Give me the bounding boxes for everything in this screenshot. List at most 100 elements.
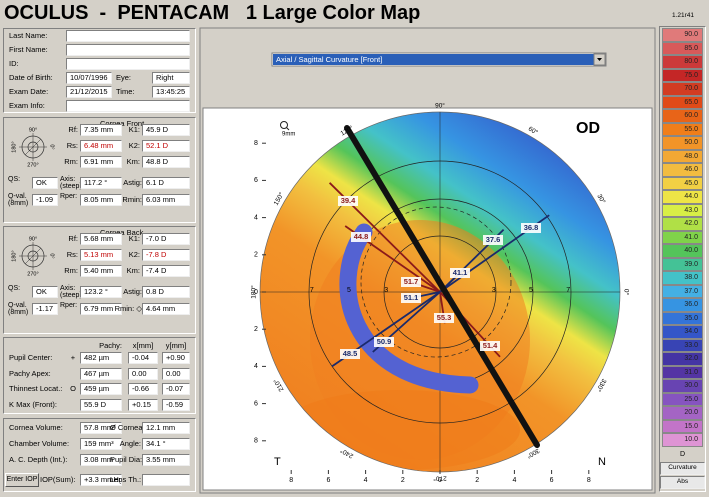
ring-label: 3 xyxy=(492,287,496,294)
orientation-label: 180° xyxy=(11,250,17,261)
angle-label: 180° xyxy=(250,285,258,299)
field-label: Rper: xyxy=(60,302,78,309)
value-label: 51.7 xyxy=(404,277,419,286)
field-value: OK xyxy=(32,177,58,189)
field-label: Date of Birth: xyxy=(9,73,53,82)
orientation-label: 270° xyxy=(27,162,38,168)
scale-unit: D xyxy=(679,451,686,458)
value-box xyxy=(521,223,541,233)
field-label: Thinnest Locat.: xyxy=(9,384,63,393)
field-value: -7.0 D xyxy=(142,233,190,245)
scale-step: 55.0 xyxy=(662,122,703,136)
value-label: 50.9 xyxy=(377,337,392,346)
field-value: 57.8 mm³ xyxy=(80,422,122,434)
field-label: Pachy Apex: xyxy=(9,368,51,378)
zoom-icon[interactable] xyxy=(280,121,288,129)
value-label: 48.5 xyxy=(343,349,358,358)
y-tick-label: 4 xyxy=(254,214,258,221)
field-value: 55.9 D xyxy=(80,398,122,411)
eye-label: OD xyxy=(576,120,600,137)
scale-step: 65.0 xyxy=(662,95,703,109)
field-label: QS: xyxy=(8,285,21,292)
pupil-circle xyxy=(360,206,512,358)
field-value: 0.00 xyxy=(128,367,158,380)
value-box xyxy=(450,268,470,278)
scale-step: 46.0 xyxy=(662,163,703,177)
scale-step: 37.0 xyxy=(662,284,703,298)
field-value: -0.04 xyxy=(128,352,158,364)
field-label: + xyxy=(70,353,76,362)
field-value: -0.66 xyxy=(128,383,158,395)
field-value: 6.91 mm xyxy=(80,156,122,168)
field-value[interactable] xyxy=(66,30,190,42)
x-tick-label: 4 xyxy=(512,477,516,484)
x-tick-label: 8 xyxy=(289,477,293,484)
scale-step: 40.0 xyxy=(662,244,703,258)
field-label: Rf: xyxy=(68,125,78,134)
field-label: Q-val. (8mm) xyxy=(8,302,29,316)
field-value: -0.07 xyxy=(162,383,190,395)
y-tick-label: 2 xyxy=(254,252,258,259)
dropdown-arrow xyxy=(597,58,602,61)
field-label: K1: xyxy=(128,125,140,134)
front-panel xyxy=(3,117,196,223)
field-value: -1.09 xyxy=(32,194,58,206)
scale-step: 25.0 xyxy=(662,392,703,406)
x-tick-label: 6 xyxy=(550,477,554,484)
scale-step: 35.0 xyxy=(662,311,703,325)
nasal-label: N xyxy=(598,456,606,468)
scale-kind[interactable]: Curvature xyxy=(660,462,705,475)
x-tick-label: 2 xyxy=(475,477,479,484)
field-value[interactable]: 10/07/1996 xyxy=(66,72,112,84)
scale-mode[interactable]: Abs xyxy=(660,476,705,489)
field-label: Astig: xyxy=(123,178,142,187)
scale-step: 85.0 xyxy=(662,41,703,55)
field-value[interactable]: 13:45:25 xyxy=(152,86,190,98)
field-label: QS: xyxy=(8,176,21,183)
scale-step: 48.0 xyxy=(662,149,703,163)
orientation-icon xyxy=(24,247,42,265)
button[interactable]: Enter IOP xyxy=(5,473,39,487)
scale-step: 45.0 xyxy=(662,176,703,190)
scale-step: 36.0 xyxy=(662,298,703,312)
field-value: -7.4 D xyxy=(142,265,190,277)
field-label: Rper: xyxy=(60,193,78,200)
y-tick-label: 8 xyxy=(254,438,258,445)
field-value[interactable] xyxy=(66,58,190,70)
field-label: Last Name: xyxy=(9,31,48,40)
ring-label: 7 xyxy=(566,287,570,294)
orientation-label: 270° xyxy=(27,271,38,277)
scale-step: 33.0 xyxy=(662,338,703,352)
field-label: x[mm] xyxy=(132,341,154,350)
field-label: Axis: (steep) xyxy=(60,176,82,190)
scale-step: 75.0 xyxy=(662,68,703,82)
field-value: 467 µm xyxy=(80,367,122,380)
value-label: 51.4 xyxy=(483,341,498,350)
ring-label: 5 xyxy=(529,287,533,294)
field-value[interactable]: 21/12/2015 xyxy=(66,86,112,98)
angle-label: 270° xyxy=(433,474,447,482)
field-label: Ø Cornea: xyxy=(110,423,145,432)
field-label: Pupil Dia: xyxy=(110,455,143,464)
value-box xyxy=(340,349,360,359)
back-panel xyxy=(3,226,196,334)
field-value: 482 µm xyxy=(80,352,122,364)
field-value[interactable] xyxy=(142,474,190,486)
field-value: 6.03 mm xyxy=(142,194,190,206)
field-label: K2: xyxy=(128,250,140,259)
orientation-icon xyxy=(24,138,42,156)
steep-axis xyxy=(344,125,540,448)
field-value[interactable]: Right xyxy=(152,72,190,84)
volume-panel xyxy=(3,418,196,492)
field-label: Q-val. (8mm) xyxy=(8,193,29,207)
field-value[interactable] xyxy=(66,44,190,56)
field-label: Cornea Front xyxy=(100,119,145,128)
field-label: Rm: xyxy=(64,157,78,166)
field-label: Rm: xyxy=(64,266,78,275)
field-value[interactable] xyxy=(66,100,190,112)
x-tick-label: 4 xyxy=(364,477,368,484)
field-value: -7.8 D xyxy=(142,249,190,261)
y-tick-label: 6 xyxy=(254,400,258,407)
value-label: 44.8 xyxy=(354,232,369,241)
field-label: Pachy: xyxy=(99,341,122,350)
